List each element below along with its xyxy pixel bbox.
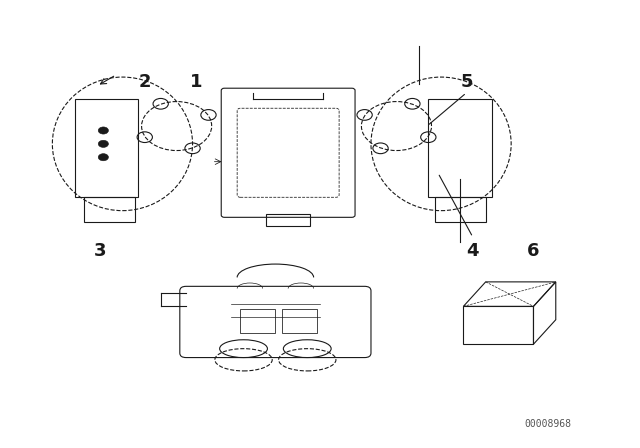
Bar [266,214,310,226]
Bar [435,197,486,222]
Bar [282,309,317,333]
Text: 2: 2 [138,73,151,90]
Text: 3: 3 [94,242,106,260]
Circle shape [99,154,108,161]
Text: 5: 5 [460,73,473,90]
Circle shape [99,127,108,134]
Text: 00008968: 00008968 [525,419,572,429]
Text: 4: 4 [467,242,479,260]
Bar [241,309,275,333]
Circle shape [99,140,108,147]
Bar [84,197,135,222]
Text: 1: 1 [189,73,202,90]
Text: 6: 6 [527,242,540,260]
